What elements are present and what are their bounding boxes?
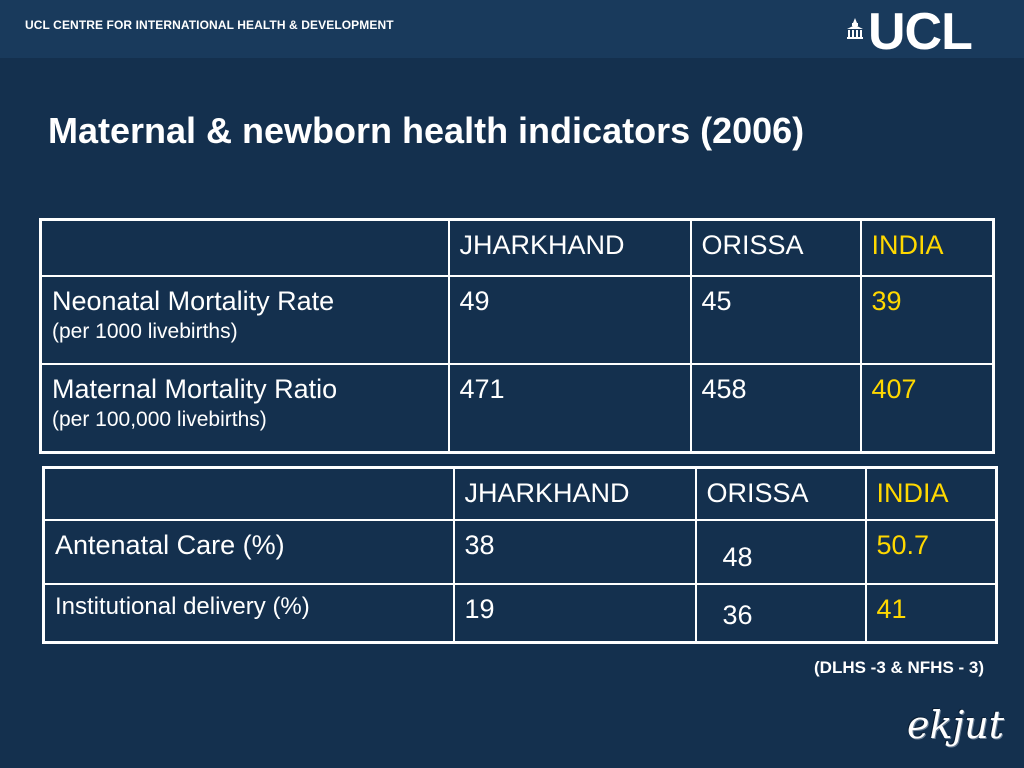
row-unit: (per 100,000 livebirths) bbox=[52, 408, 267, 432]
ekjut-logo: ekjut bbox=[907, 703, 1005, 747]
value-cell: 19 bbox=[452, 583, 697, 644]
ucl-logo: UCL bbox=[846, 6, 996, 62]
value-cell-india: 50.7 bbox=[864, 519, 998, 585]
row-label: Institutional delivery (%) bbox=[42, 583, 455, 644]
table-row: Maternal Mortality Ratio (per 100,000 li… bbox=[39, 363, 995, 454]
header-cell-jharkhand: JHARKHAND bbox=[452, 466, 697, 521]
header-bar: UCL CENTRE FOR INTERNATIONAL HEALTH & DE… bbox=[0, 0, 1024, 58]
value-cell: 36 bbox=[694, 583, 867, 644]
row-label: Neonatal Mortality Rate bbox=[52, 286, 335, 316]
value-cell-india: 41 bbox=[864, 583, 998, 644]
header-cell-orissa: ORISSA bbox=[694, 466, 867, 521]
mortality-table: JHARKHAND ORISSA INDIA Neonatal Mortalit… bbox=[39, 218, 995, 454]
header-cell-india: INDIA bbox=[859, 218, 995, 277]
row-label-cell: Neonatal Mortality Rate (per 1000 livebi… bbox=[39, 275, 450, 365]
row-unit: (per 1000 livebirths) bbox=[52, 320, 238, 344]
care-table: JHARKHAND ORISSA INDIA Antenatal Care (%… bbox=[42, 466, 998, 644]
logo-text: UCL bbox=[868, 3, 973, 61]
page-title: Maternal & newborn health indicators (20… bbox=[48, 110, 805, 151]
value-cell: 38 bbox=[452, 519, 697, 585]
table-header-row: JHARKHAND ORISSA INDIA bbox=[42, 466, 998, 521]
table-header-row: JHARKHAND ORISSA INDIA bbox=[39, 218, 995, 277]
value-cell-india: 39 bbox=[859, 275, 995, 365]
header-cell-india: INDIA bbox=[864, 466, 998, 521]
row-label: Maternal Mortality Ratio bbox=[52, 374, 338, 404]
table-row: Antenatal Care (%) 38 48 50.7 bbox=[42, 519, 998, 585]
portico-icon bbox=[847, 18, 863, 39]
header-cell bbox=[39, 218, 450, 277]
value-cell-india: 407 bbox=[859, 363, 995, 454]
organization-name: UCL CENTRE FOR INTERNATIONAL HEALTH & DE… bbox=[25, 18, 394, 32]
row-label: Antenatal Care (%) bbox=[42, 519, 455, 585]
value-cell: 471 bbox=[447, 363, 692, 454]
value-cell: 49 bbox=[447, 275, 692, 365]
header-cell-orissa: ORISSA bbox=[689, 218, 862, 277]
source-citation: (DLHS -3 & NFHS - 3) bbox=[814, 658, 984, 677]
row-label-cell: Maternal Mortality Ratio (per 100,000 li… bbox=[39, 363, 450, 454]
value-cell: 45 bbox=[689, 275, 862, 365]
header-cell-jharkhand: JHARKHAND bbox=[447, 218, 692, 277]
value-cell: 48 bbox=[694, 519, 867, 585]
value-cell: 458 bbox=[689, 363, 862, 454]
table-row: Institutional delivery (%) 19 36 41 bbox=[42, 583, 998, 644]
table-row: Neonatal Mortality Rate (per 1000 livebi… bbox=[39, 275, 995, 365]
header-cell bbox=[42, 466, 455, 521]
